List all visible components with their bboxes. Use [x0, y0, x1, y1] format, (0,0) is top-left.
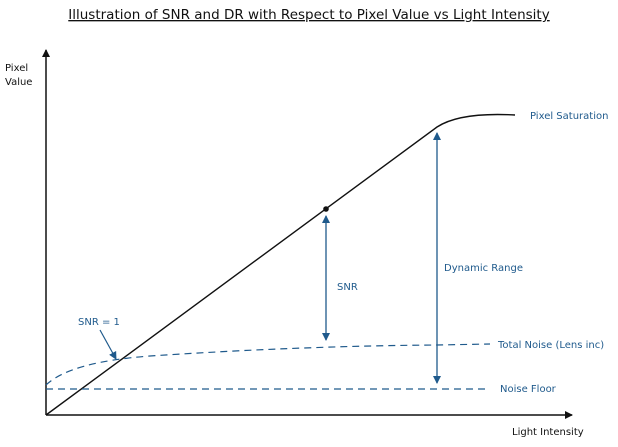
label: Total Noise (Lens inc): [497, 340, 604, 351]
point: [323, 206, 329, 212]
label: Dynamic Range: [444, 263, 523, 274]
x-axis-label: Light Intensity: [512, 427, 584, 438]
y-axis-label: Pixel: [5, 63, 28, 74]
title: Illustration of SNR and DR with Respect …: [68, 7, 549, 23]
response-curve: [45, 113, 516, 416]
label: SNR: [337, 282, 358, 293]
snr1-arrow: [99, 329, 117, 360]
label: Pixel Saturation: [530, 111, 608, 122]
label: Noise Floor: [500, 384, 557, 395]
y-axis-label: Value: [5, 77, 32, 88]
total-noise-line: [45, 343, 491, 386]
label: SNR = 1: [78, 317, 120, 328]
